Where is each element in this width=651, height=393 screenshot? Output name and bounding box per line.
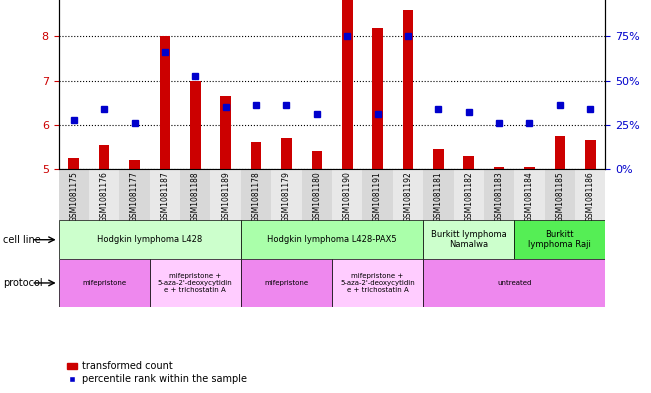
Bar xyxy=(150,169,180,220)
Text: Hodgkin lymphoma L428: Hodgkin lymphoma L428 xyxy=(97,235,202,244)
Bar xyxy=(575,169,605,220)
Bar xyxy=(99,145,109,169)
Bar xyxy=(514,220,605,259)
Bar xyxy=(210,169,241,220)
Legend: transformed count, percentile rank within the sample: transformed count, percentile rank withi… xyxy=(63,358,251,388)
Bar xyxy=(423,220,514,259)
Text: mifepristone +
5-aza-2'-deoxycytidin
e + trichostatin A: mifepristone + 5-aza-2'-deoxycytidin e +… xyxy=(340,273,415,293)
Bar xyxy=(454,169,484,220)
Bar xyxy=(190,81,201,169)
Bar xyxy=(372,28,383,169)
Bar xyxy=(484,169,514,220)
Bar xyxy=(342,0,353,169)
Text: GSM1081192: GSM1081192 xyxy=(404,171,413,222)
Bar xyxy=(129,160,140,169)
Text: GSM1081188: GSM1081188 xyxy=(191,171,200,222)
Bar xyxy=(159,36,171,169)
Text: GSM1081177: GSM1081177 xyxy=(130,171,139,222)
Text: GSM1081182: GSM1081182 xyxy=(464,171,473,222)
Text: GSM1081184: GSM1081184 xyxy=(525,171,534,222)
Bar xyxy=(312,151,322,169)
Bar xyxy=(585,140,596,169)
Text: GSM1081187: GSM1081187 xyxy=(160,171,169,222)
Bar xyxy=(363,169,393,220)
Bar xyxy=(251,142,262,169)
Text: GSM1081186: GSM1081186 xyxy=(586,171,595,222)
Text: GSM1081179: GSM1081179 xyxy=(282,171,291,222)
Bar xyxy=(402,10,413,169)
Bar xyxy=(423,259,605,307)
Text: Burkitt lymphoma
Namalwa: Burkitt lymphoma Namalwa xyxy=(431,230,506,250)
Text: GSM1081183: GSM1081183 xyxy=(495,171,504,222)
Bar xyxy=(555,136,565,169)
Bar xyxy=(119,169,150,220)
Bar xyxy=(301,169,332,220)
Bar xyxy=(241,169,271,220)
Text: cell line: cell line xyxy=(3,235,41,245)
Text: mifepristone: mifepristone xyxy=(264,280,309,286)
Text: mifepristone +
5-aza-2'-deoxycytidin
e + trichostatin A: mifepristone + 5-aza-2'-deoxycytidin e +… xyxy=(158,273,232,293)
Text: GSM1081185: GSM1081185 xyxy=(555,171,564,222)
Bar xyxy=(180,169,210,220)
Text: GSM1081176: GSM1081176 xyxy=(100,171,109,222)
Bar xyxy=(423,169,454,220)
Bar xyxy=(271,169,301,220)
Text: GSM1081181: GSM1081181 xyxy=(434,171,443,222)
Bar xyxy=(545,169,575,220)
Bar xyxy=(150,259,241,307)
Bar xyxy=(220,96,231,169)
Bar xyxy=(281,138,292,169)
Bar xyxy=(332,259,423,307)
Text: GSM1081191: GSM1081191 xyxy=(373,171,382,222)
Bar xyxy=(524,167,535,169)
Text: untreated: untreated xyxy=(497,280,531,286)
Text: protocol: protocol xyxy=(3,278,43,288)
Text: GSM1081190: GSM1081190 xyxy=(342,171,352,222)
Text: GSM1081189: GSM1081189 xyxy=(221,171,230,222)
Text: Hodgkin lymphoma L428-PAX5: Hodgkin lymphoma L428-PAX5 xyxy=(267,235,397,244)
Bar xyxy=(514,169,545,220)
Bar xyxy=(241,259,332,307)
Bar xyxy=(59,259,150,307)
Bar xyxy=(464,156,474,169)
Bar xyxy=(393,169,423,220)
Bar xyxy=(433,149,444,169)
Bar xyxy=(493,167,505,169)
Text: mifepristone: mifepristone xyxy=(82,280,126,286)
Bar xyxy=(241,220,423,259)
Text: GSM1081180: GSM1081180 xyxy=(312,171,322,222)
Bar xyxy=(59,169,89,220)
Bar xyxy=(68,158,79,169)
Bar xyxy=(332,169,363,220)
Bar xyxy=(59,220,241,259)
Bar xyxy=(89,169,119,220)
Text: Burkitt
lymphoma Raji: Burkitt lymphoma Raji xyxy=(529,230,591,250)
Text: GSM1081178: GSM1081178 xyxy=(251,171,260,222)
Text: GSM1081175: GSM1081175 xyxy=(69,171,78,222)
